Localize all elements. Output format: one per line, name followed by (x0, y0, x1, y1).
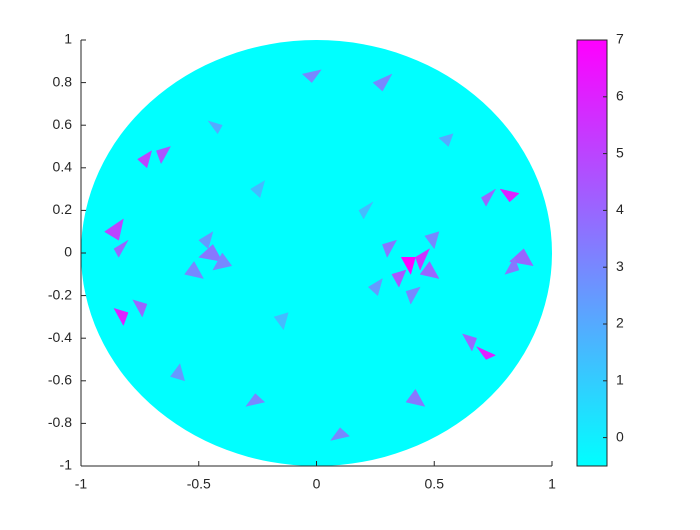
mesh-triangle (438, 133, 454, 147)
colorbar-tick-label: 0 (616, 428, 624, 444)
y-tick-label: 0.2 (53, 201, 73, 217)
mesh-triangle (405, 286, 421, 305)
colorbar-tick-label: 1 (616, 372, 624, 388)
mesh-triangle (113, 307, 129, 327)
x-tick-label: 0 (313, 476, 321, 492)
mesh-triangle (330, 427, 350, 441)
mesh-triangle (481, 188, 497, 207)
mesh-triangle (382, 239, 398, 258)
mesh-disk (81, 40, 552, 466)
mesh-triangle (250, 180, 266, 199)
mesh-triangle (391, 269, 407, 288)
colorbar-tick-label: 6 (616, 88, 624, 104)
mesh-triangle (104, 218, 124, 241)
mesh-triangle (132, 299, 148, 318)
mesh-triangle (424, 231, 440, 250)
mesh-triangle (367, 278, 383, 297)
mesh-triangle (415, 248, 431, 271)
y-tick-label: 1 (64, 31, 72, 47)
y-tick-label: 0.4 (53, 159, 73, 175)
y-tick-label: 0 (64, 244, 72, 260)
mesh-triangle (170, 363, 185, 382)
mesh-triangle (273, 312, 289, 331)
mesh-triangle (156, 146, 172, 165)
y-tick-label: 0.8 (53, 73, 73, 89)
x-tick-label: -0.5 (187, 476, 211, 492)
y-tick-label: -1 (60, 457, 73, 473)
mesh-triangle (113, 239, 129, 258)
x-tick-label: 1 (548, 476, 556, 492)
mesh-triangle (245, 393, 266, 407)
colorbar-tick-label: 2 (616, 315, 624, 331)
mesh-triangle (358, 201, 374, 220)
mesh-triangle (137, 150, 153, 169)
mesh-triangle (184, 261, 204, 279)
mesh-triangle (301, 69, 322, 83)
y-tick-label: 0.6 (53, 116, 73, 132)
colorbar (576, 39, 608, 467)
y-tick-label: -0.2 (48, 286, 72, 302)
mesh-triangle (372, 73, 393, 92)
y-tick-label: -0.8 (48, 414, 72, 430)
colorbar-tick-label: 4 (616, 201, 624, 217)
colorbar-tick-label: 7 (616, 31, 624, 47)
mesh-triangle (419, 261, 440, 279)
mesh-triangle (400, 257, 416, 275)
mesh-triangle (461, 333, 477, 352)
colorbar-tick-label: 3 (616, 258, 624, 274)
mesh-triangle (207, 120, 223, 135)
y-tick-label: -0.4 (48, 329, 72, 345)
x-tick-label: 0.5 (425, 476, 445, 492)
y-tick-label: -0.6 (48, 372, 72, 388)
x-tick-label: -1 (75, 476, 88, 492)
mesh-triangle (405, 388, 426, 407)
mesh-triangle (475, 346, 497, 360)
mesh-triangle (499, 188, 520, 203)
mesh-triangle (198, 231, 214, 250)
mesh-triangle (212, 252, 233, 271)
colorbar-tick-label: 5 (616, 144, 624, 160)
mesh-triangle (198, 244, 223, 262)
mesh-triangle (504, 256, 520, 275)
